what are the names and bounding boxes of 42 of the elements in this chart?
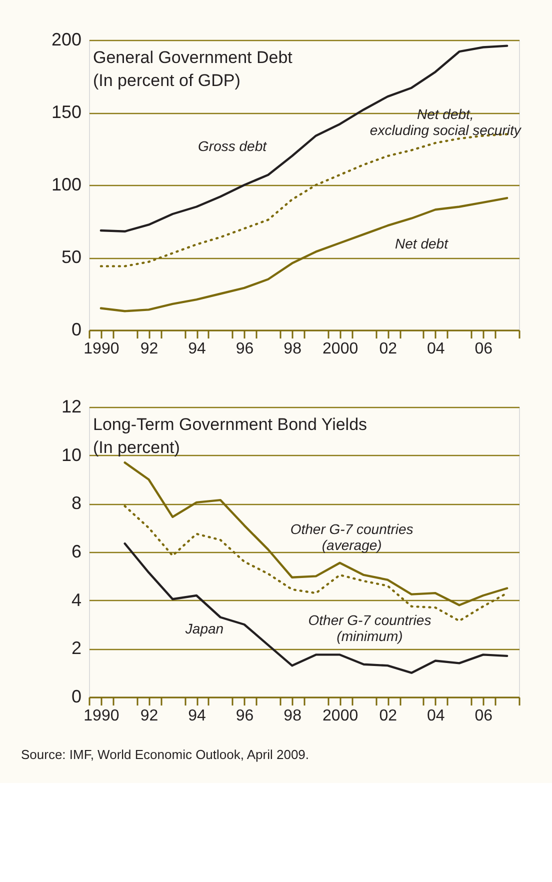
y-tick-label: 4 (71, 590, 82, 610)
x-tick-label: 1990 (84, 708, 120, 724)
line-series (100, 196, 508, 312)
x-tick-label: 98 (284, 340, 302, 358)
x-tick-label: 94 (188, 340, 206, 358)
series-label: Other G-7 countries (minimum) (308, 612, 432, 644)
x-tick-label: 92 (140, 340, 158, 358)
y-tick-label: 100 (51, 174, 82, 194)
y-tick-label: 12 (61, 396, 82, 416)
y-tick-label: 150 (51, 102, 82, 122)
x-tick-label: 96 (236, 708, 254, 724)
y-tick-label: 6 (71, 542, 82, 562)
text: Long-Term Government Bond Yields (93, 415, 368, 434)
x-tick-label: 2000 (322, 340, 358, 358)
x-tick-label: 94 (188, 708, 206, 724)
x-tick-label: 92 (140, 708, 158, 724)
source-note: Source: IMF, World Economic Outlook, April 2009. (20, 747, 310, 762)
x-tick-label: 02 (379, 340, 398, 358)
y-tick-label: 200 (51, 30, 82, 50)
chart-title: General Government Debt (93, 48, 293, 67)
x-tick-label: 98 (284, 708, 302, 724)
y-tick-label: 10 (61, 444, 82, 465)
text: (In percent) (93, 438, 180, 457)
x-tick-label: 06 (474, 340, 493, 358)
y-tick-label: 0 (71, 686, 82, 706)
series-label: Japan (184, 620, 224, 636)
line-series (124, 461, 508, 606)
series-label: Net debt (395, 235, 450, 252)
y-tick-label: 8 (71, 493, 82, 514)
x-tick-label: 04 (426, 708, 445, 724)
x-tick-label: 1990 (84, 340, 120, 358)
text: (In percent of GDP) (93, 71, 240, 90)
x-tick-label: 06 (474, 708, 493, 724)
x-tick-label: 02 (379, 708, 398, 724)
series-label: Gross debt (198, 138, 268, 154)
y-tick-label: 50 (61, 247, 82, 267)
y-tick-label: 0 (71, 320, 82, 340)
series-label: Other G-7 countries (average) (290, 520, 414, 553)
y-tick-label: 2 (71, 638, 82, 658)
x-tick-label: 2000 (322, 708, 358, 724)
x-tick-label: 04 (426, 340, 445, 358)
x-tick-label: 96 (236, 340, 254, 358)
